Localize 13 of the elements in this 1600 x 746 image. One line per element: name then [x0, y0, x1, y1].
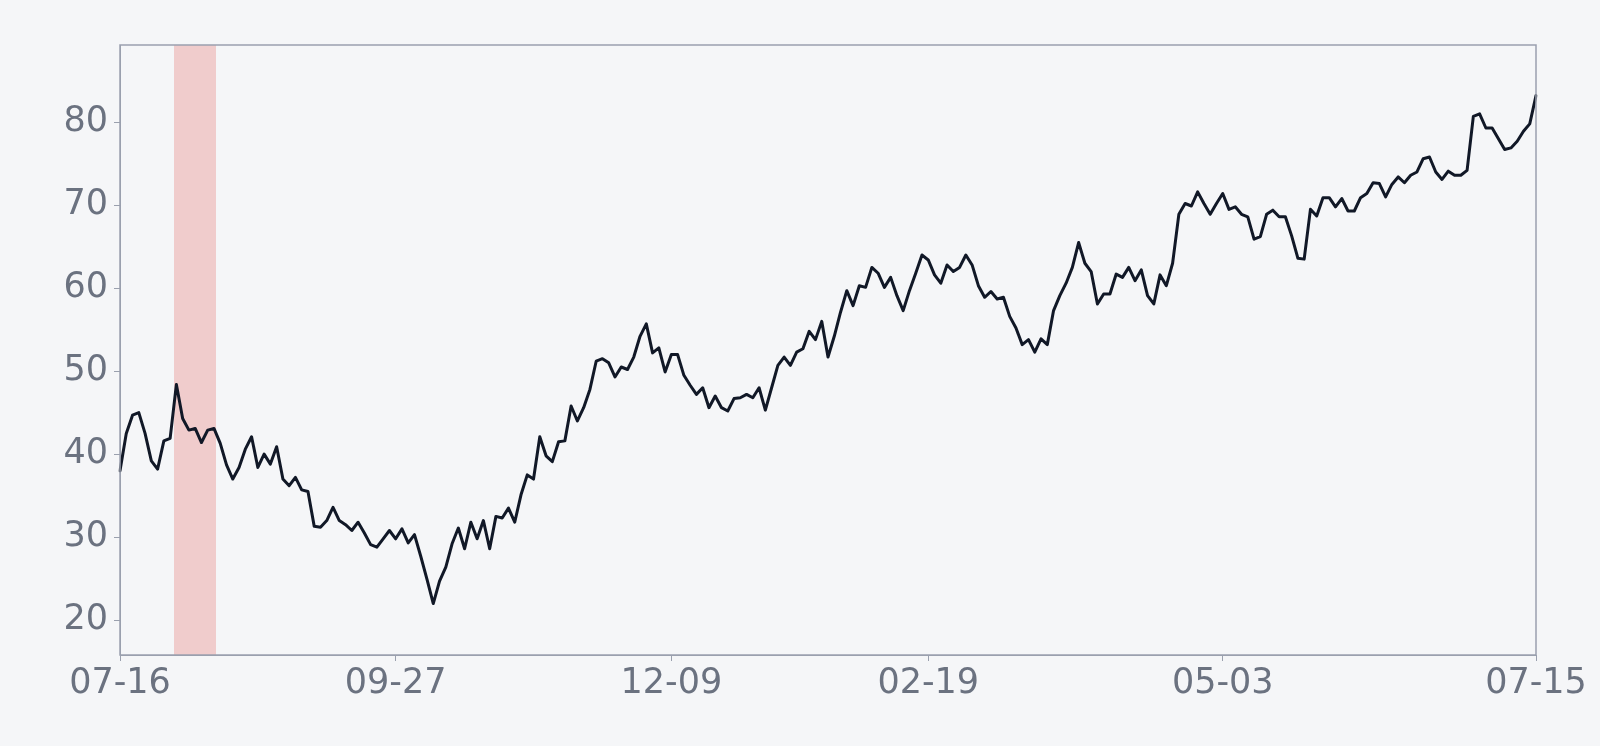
x-tick-label: 09-27	[344, 661, 447, 702]
y-tick-label: 30	[63, 514, 108, 555]
y-tick-label: 20	[63, 597, 108, 638]
x-tick-label: 07-15	[1485, 661, 1587, 702]
y-tick-label: 40	[63, 431, 108, 472]
x-tick-label: 05-03	[1171, 661, 1274, 702]
x-tick-label: 02-19	[877, 661, 980, 702]
x-tick-label: 12-09	[620, 661, 723, 702]
y-tick-label: 50	[63, 348, 108, 389]
x-tick-label: 07-16	[69, 661, 171, 702]
y-tick-label: 60	[63, 265, 108, 306]
y-tick-label: 70	[63, 182, 108, 223]
y-tick-label: 80	[63, 99, 108, 140]
